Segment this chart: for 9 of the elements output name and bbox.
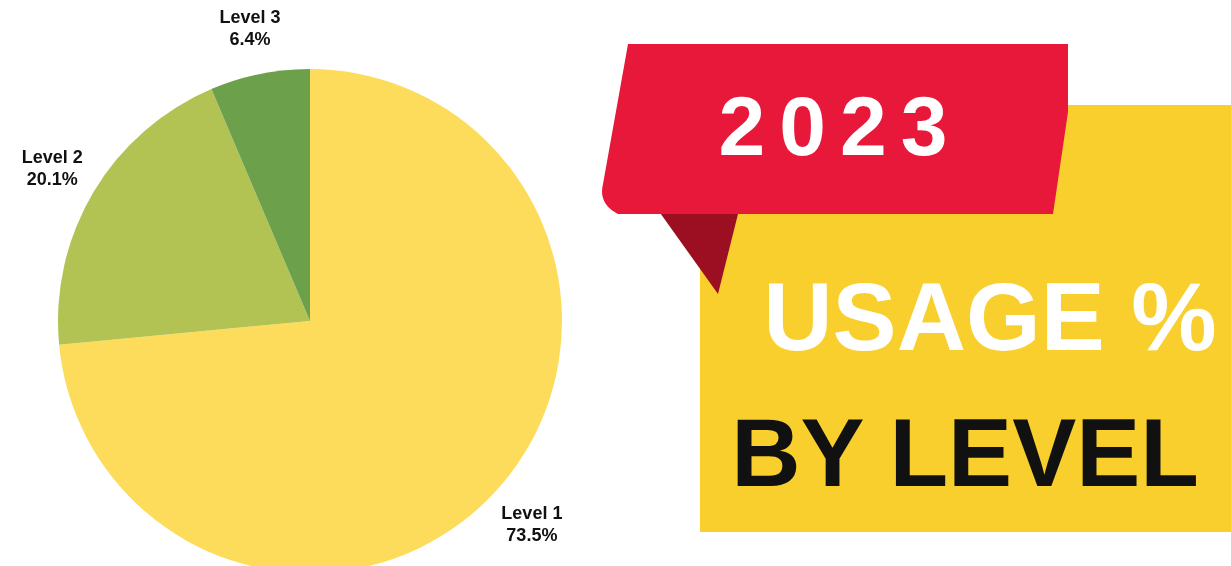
text: USAGE % [762,262,1218,372]
data-label: 20.1% [26,169,78,190]
slice-label: Level 3 [219,7,281,28]
data-label: 6.4% [229,29,271,50]
slice-label: Level 2 [21,147,83,168]
text: BY LEVEL [730,398,1200,508]
data-label: 73.5% [506,524,558,545]
slice-label: Level 1 [501,502,563,523]
text: 2023 [717,78,963,175]
